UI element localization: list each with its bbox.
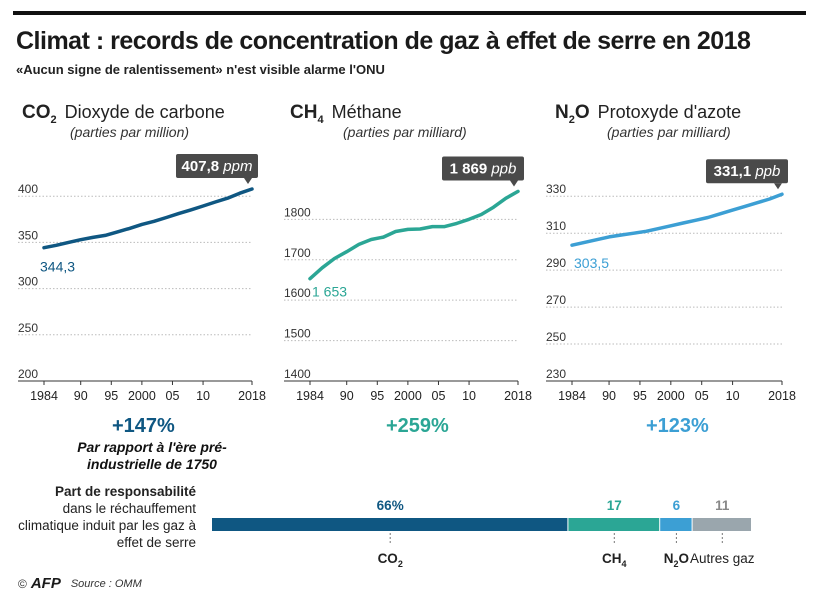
ch4-ytick-label: 1800 [284, 205, 311, 219]
n2o-xtick-label: 2018 [768, 389, 796, 403]
responsibility-description: dans le réchauffement climatique induit … [18, 501, 196, 550]
ch4-header: CH4 Méthane [290, 102, 402, 126]
responsibility-bar-4-label: Autres gaz [690, 551, 755, 566]
ch4-end-callout-box [442, 156, 524, 181]
n2o-ytick-label: 330 [546, 182, 566, 196]
co2-unit: (parties par million) [70, 124, 190, 140]
copyright-symbol: © [18, 576, 27, 591]
responsibility-bar-4 [692, 518, 751, 531]
responsibility-bar-2-value: 17 [607, 498, 622, 513]
responsibility-text: Part de responsabilité dans le réchauffe… [16, 483, 196, 551]
n2o-end-callout-label: 331,1 ppb [714, 163, 781, 180]
n2o-ytick-label: 310 [546, 219, 566, 233]
ch4-ytick-label: 1400 [284, 367, 311, 381]
n2o-formula: N2O [555, 102, 590, 126]
co2-ytick-label: 300 [18, 275, 38, 289]
ch4-change: +259% [386, 415, 449, 437]
responsibility-bar-1-value: 66% [377, 498, 404, 513]
ch4-start-label: 1 653 [312, 284, 347, 300]
responsibility-bar-3-value: 6 [673, 498, 681, 513]
n2o-ytick-label: 290 [546, 256, 566, 270]
co2-end-callout-label: 407,8 ppm [182, 158, 253, 175]
ch4-xtick-label: 2000 [394, 389, 422, 403]
co2-header: CO2 Dioxyde de carbone [22, 102, 225, 126]
ch4-xtick-label: 05 [432, 389, 446, 403]
n2o-xtick-label: 2000 [657, 389, 685, 403]
co2-ytick-label: 200 [18, 367, 38, 381]
n2o-header: N2O Protoxyde d'azote [555, 102, 741, 126]
co2-xtick-label: 2018 [238, 389, 266, 403]
footer: © AFP Source : OMM [18, 575, 142, 592]
ch4-end-callout-label: 1 869 ppb [450, 160, 517, 177]
source-note: Source : OMM [70, 577, 142, 590]
co2-xtick-label: 2000 [128, 389, 156, 403]
ch4-end-callout-pointer [510, 180, 518, 187]
n2o-start-label: 303,5 [574, 255, 609, 271]
ch4-series-line [308, 189, 520, 281]
co2-xtick-label: 95 [104, 389, 118, 403]
n2o-series-line [570, 192, 784, 247]
change-note: Par rapport à l'ère pré-industrielle de … [77, 439, 227, 472]
co2-series-line [42, 187, 254, 250]
co2-name: Dioxyde de carbone [64, 102, 225, 122]
ch4-xtick-label: 90 [340, 389, 354, 403]
ch4-ytick-label: 1500 [284, 327, 311, 341]
n2o-xtick-label: 1984 [558, 389, 586, 403]
ch4-ytick-label: 1600 [284, 286, 311, 300]
co2-xtick-label: 05 [166, 389, 180, 403]
ch4-xtick-label: 1984 [296, 389, 324, 403]
responsibility-bar-2-label: CH4 [602, 551, 627, 569]
ch4-name: Méthane [331, 102, 402, 122]
n2o-name: Protoxyde d'azote [597, 102, 742, 122]
page-subtitle: «Aucun signe de ralentissement» n'est vi… [16, 62, 385, 77]
responsibility-bar-1-label: CO2 [378, 551, 403, 569]
n2o-end-callout-box [706, 159, 788, 184]
ch4-xtick-label: 10 [462, 389, 476, 403]
responsibility-title: Part de responsabilité [54, 484, 196, 499]
co2-xtick-label: 1984 [30, 389, 58, 403]
n2o-ytick-label: 270 [546, 293, 566, 307]
top-rule [13, 11, 806, 15]
co2-end-callout-box [176, 154, 258, 179]
responsibility-bar-2 [568, 518, 660, 531]
page-title: Climat : records de concentration de gaz… [16, 27, 751, 55]
responsibility-bar-1 [212, 518, 568, 531]
n2o-xtick-label: 90 [602, 389, 616, 403]
n2o-change: +123% [646, 415, 709, 437]
ch4-formula: CH4 [290, 102, 324, 126]
co2-ytick-label: 250 [18, 321, 38, 335]
co2-xtick-label: 10 [196, 389, 210, 403]
n2o-ytick-label: 250 [546, 330, 566, 344]
co2-ytick-label: 400 [18, 182, 38, 196]
responsibility-bar-4-value: 11 [715, 498, 730, 513]
n2o-ytick-label: 230 [546, 367, 566, 381]
ch4-ytick-label: 1700 [284, 246, 311, 260]
co2-end-callout-pointer [244, 178, 252, 185]
co2-change: +147% [112, 415, 175, 437]
responsibility-bar-3-label: N2O [664, 551, 689, 569]
n2o-unit: (parties par milliard) [607, 124, 731, 140]
ch4-xtick-label: 95 [370, 389, 384, 403]
n2o-xtick-label: 95 [633, 389, 647, 403]
co2-start-label: 344,3 [40, 259, 75, 275]
ch4-xtick-label: 2018 [504, 389, 532, 403]
co2-xtick-label: 90 [74, 389, 88, 403]
n2o-xtick-label: 10 [726, 389, 740, 403]
n2o-end-callout-pointer [774, 183, 782, 190]
afp-logo: AFP [30, 575, 61, 592]
co2-formula: CO2 [22, 102, 57, 126]
co2-ytick-label: 350 [18, 228, 38, 242]
responsibility-bar-3 [660, 518, 692, 531]
n2o-xtick-label: 05 [695, 389, 709, 403]
ch4-unit: (parties par milliard) [343, 124, 467, 140]
